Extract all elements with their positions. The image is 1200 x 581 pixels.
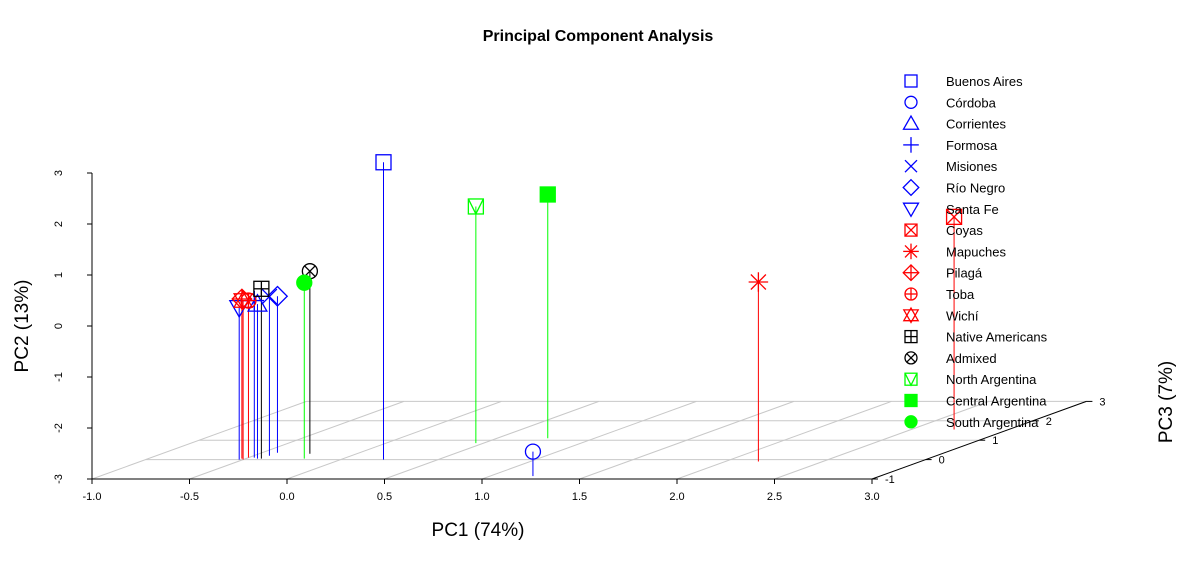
z-tick-label: 0 <box>939 455 945 467</box>
legend-item-pilaga: Pilagá <box>902 263 983 282</box>
z-tick-label: 3 <box>1099 396 1105 408</box>
z-tick-label: 1 <box>992 435 998 447</box>
point-cordoba <box>524 443 542 460</box>
legend-item-coyas: Coyas <box>904 223 983 238</box>
y-tick-label: 2 <box>53 221 65 227</box>
legend-label: Native Americans <box>946 330 1048 345</box>
y-tick-label: -2 <box>53 423 65 433</box>
floor-grid <box>91 400 1087 480</box>
legend-label: Río Negro <box>946 181 1005 196</box>
y-axis-ticks: -3 -2 -1 0 1 2 3 <box>53 170 92 484</box>
legend-label: Corrientes <box>946 117 1006 132</box>
legend-label: North Argentina <box>946 372 1037 387</box>
legend-item-south-argentina: South Argentina <box>904 415 1039 430</box>
legend-symbol <box>902 114 920 130</box>
z-tick-label: -1 <box>885 474 895 486</box>
legend-label: Toba <box>946 287 975 302</box>
x-tick-label: -1.0 <box>83 491 102 503</box>
y-tick-label: -1 <box>53 372 65 382</box>
legend-symbol <box>904 329 918 344</box>
point-coyas <box>945 208 963 226</box>
legend-label: Coyas <box>946 223 983 238</box>
legend-label: Central Argentina <box>946 394 1047 409</box>
x-tick-label: 3.0 <box>864 491 879 503</box>
legend-label: Buenos Aires <box>946 74 1023 89</box>
y-tick-label: -3 <box>53 474 65 484</box>
legend-label: Admixed <box>946 351 997 366</box>
z-axis-ticks: -1 0 1 2 3 <box>872 396 1106 486</box>
point-mapuches <box>748 272 769 292</box>
legend-label: South Argentina <box>946 415 1039 430</box>
legend-label: Wichí <box>946 308 979 323</box>
legend-item-formosa: Formosa <box>903 137 998 153</box>
legend-item-native-americans: Native Americans <box>904 329 1048 345</box>
legend-symbol <box>904 372 918 387</box>
z-tick-label: 2 <box>1046 416 1052 428</box>
x-axis-ticks: -1.0 -0.5 0.0 0.5 1.0 1.5 2.0 2.5 3.0 <box>83 479 880 503</box>
point-central-argentina <box>539 186 556 203</box>
legend-item-santa-fe: Santa Fe <box>902 202 999 218</box>
y-axis-label: PC2 (13%) <box>12 280 33 373</box>
x-tick-label: 2.5 <box>767 491 782 503</box>
x-tick-label: 2.0 <box>669 491 684 503</box>
point-north-argentina <box>467 198 485 216</box>
legend-label: Mapuches <box>946 244 1006 259</box>
y-tick-label: 0 <box>53 323 65 329</box>
droplines <box>238 162 955 477</box>
legend-label: Santa Fe <box>946 202 999 217</box>
x-tick-label: -0.5 <box>180 491 199 503</box>
legend: Buenos Aires Córdoba Corrientes Formosa Misi… <box>902 74 1048 430</box>
legend-symbol <box>904 287 918 301</box>
legend-symbol <box>904 393 918 408</box>
legend-item-rio-negro: Río Negro <box>902 178 1005 197</box>
legend-symbol <box>902 202 920 218</box>
legend-item-toba: Toba <box>904 287 975 302</box>
legend-symbol <box>903 137 919 153</box>
legend-symbol <box>903 243 919 260</box>
x-tick-label: 0.0 <box>279 491 294 503</box>
legend-item-buenos-aires: Buenos Aires <box>904 74 1023 89</box>
legend-symbol <box>902 306 920 324</box>
legend-item-cordoba: Córdoba <box>904 95 997 110</box>
legend-item-north-argentina: North Argentina <box>904 372 1037 387</box>
y-tick-label: 3 <box>53 170 65 176</box>
data-points <box>228 154 963 460</box>
point-corrientes <box>246 293 268 312</box>
x-tick-label: 1.0 <box>474 491 489 503</box>
point-native-americans <box>253 280 270 297</box>
legend-symbol <box>904 351 918 365</box>
chart-title: Principal Component Analysis <box>483 28 714 45</box>
x-tick-label: 1.5 <box>572 491 587 503</box>
legend-symbol <box>904 95 918 109</box>
point-south-argentina <box>296 274 313 291</box>
point-wichi <box>232 290 254 311</box>
legend-item-admixed: Admixed <box>904 351 997 366</box>
legend-item-central-argentina: Central Argentina <box>904 393 1047 409</box>
y-tick-label: 1 <box>53 272 65 278</box>
legend-symbol <box>902 178 920 197</box>
legend-symbol <box>904 415 918 429</box>
legend-item-wichi: Wichí <box>902 306 979 324</box>
legend-item-mapuches: Mapuches <box>903 243 1006 260</box>
legend-symbol <box>904 74 918 88</box>
point-rio-negro <box>266 285 289 307</box>
z-axis-label: PC3 (7%) <box>1156 361 1177 443</box>
legend-label: Córdoba <box>946 95 997 110</box>
legend-label: Pilagá <box>946 266 983 281</box>
legend-symbol <box>904 223 918 237</box>
legend-item-misiones: Misiones <box>904 159 998 174</box>
legend-symbol <box>902 263 920 282</box>
axes <box>91 173 1087 480</box>
legend-item-corrientes: Corrientes <box>902 114 1006 132</box>
legend-symbol <box>904 159 918 173</box>
legend-label: Misiones <box>946 159 998 174</box>
x-tick-label: 0.5 <box>377 491 392 503</box>
point-buenos-aires <box>375 154 392 171</box>
legend-label: Formosa <box>946 138 998 153</box>
x-axis-label: PC1 (74%) <box>432 520 525 541</box>
